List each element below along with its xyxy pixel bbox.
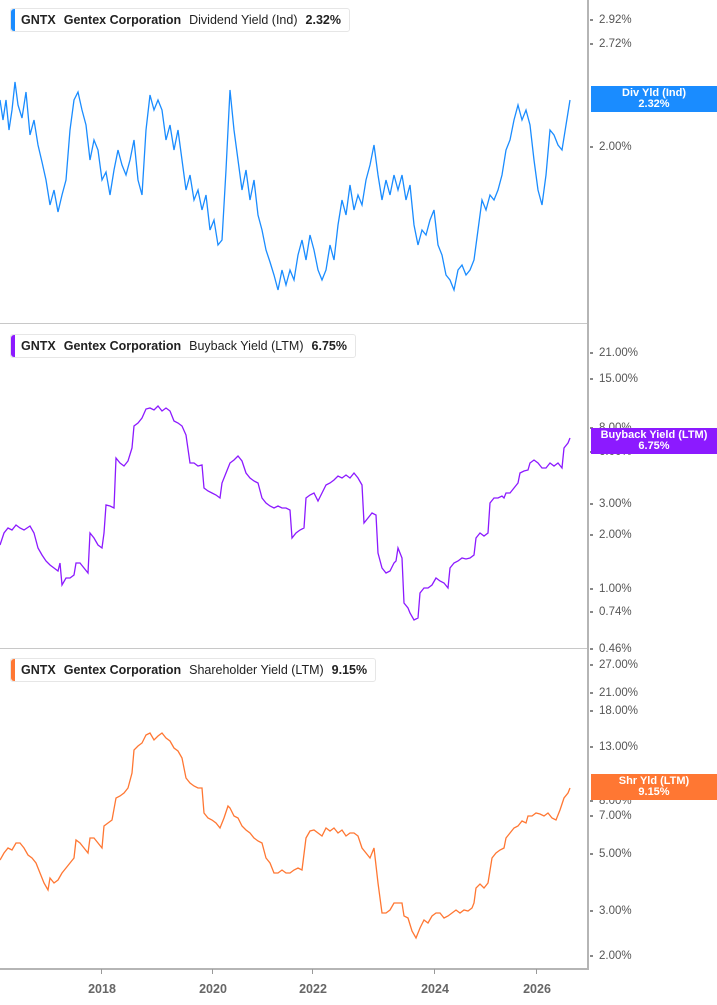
shareholder-yield-line (0, 732, 571, 940)
legend-metric: Buyback Yield (LTM) (189, 339, 304, 353)
y-tick: 2.00% (589, 528, 632, 542)
legend-company: Gentex Corporation (63, 13, 182, 27)
legend-company: Gentex Corporation (63, 663, 182, 677)
legend-dividend-yield: GNTX Gentex Corporation Dividend Yield (… (10, 8, 350, 32)
legend-ticker: GNTX (21, 339, 56, 353)
y-tick: 2.72% (589, 37, 632, 51)
legend-value: 9.15% (331, 663, 368, 677)
series-color-swatch (11, 335, 15, 357)
current-value-flag-dividend: Div Yld (Ind) 2.32% (591, 86, 717, 112)
y-tick: 2.00% (589, 140, 632, 154)
legend-shareholder-yield: GNTX Gentex Corporation Shareholder Yiel… (10, 658, 377, 682)
series-color-swatch (11, 9, 15, 31)
flag-label: Buyback Yield (LTM) (600, 429, 708, 441)
legend-buyback-yield: GNTX Gentex Corporation Buyback Yield (L… (10, 334, 356, 358)
y-tick: 2.92% (589, 13, 632, 27)
dividend-yield-line (0, 81, 571, 293)
flag-label: Shr Yld (LTM) (618, 775, 690, 787)
y-tick: 3.00% (589, 497, 632, 511)
legend-company: Gentex Corporation (63, 339, 182, 353)
panel-separator (0, 648, 587, 649)
flag-value: 2.32% (638, 98, 670, 110)
current-value-flag-buyback: Buyback Yield (LTM) 6.75% (591, 428, 717, 454)
y-tick: 7.00% (589, 809, 632, 823)
current-value-flag-shareholder: Shr Yld (LTM) 9.15% (591, 774, 717, 800)
y-tick: 1.00% (589, 582, 632, 596)
panel-separator (0, 323, 587, 324)
flag-value: 6.75% (638, 440, 670, 452)
x-tick: 2018 (77, 969, 127, 996)
y-tick: 15.00% (589, 372, 638, 386)
legend-ticker: GNTX (21, 13, 56, 27)
x-tick: 2024 (410, 969, 460, 996)
x-tick: 2022 (288, 969, 338, 996)
y-tick: 13.00% (589, 740, 638, 754)
y-tick: 5.00% (589, 847, 632, 861)
x-tick: 2026 (512, 969, 562, 996)
buyback-yield-line (0, 405, 571, 621)
y-tick: 21.00% (589, 346, 638, 360)
legend-metric: Shareholder Yield (LTM) (189, 663, 324, 677)
y-tick: 21.00% (589, 686, 638, 700)
legend-value: 2.32% (305, 13, 341, 27)
x-tick: 2020 (188, 969, 238, 996)
series-color-swatch (11, 659, 15, 681)
y-tick: 0.74% (589, 605, 632, 619)
chart-frame (0, 0, 589, 970)
y-tick: 27.00% (589, 658, 638, 672)
legend-metric: Dividend Yield (Ind) (189, 13, 298, 27)
y-tick: 18.00% (589, 704, 638, 718)
flag-label: Div Yld (Ind) (622, 87, 686, 99)
flag-value: 9.15% (638, 786, 670, 798)
legend-ticker: GNTX (21, 663, 56, 677)
y-tick: 2.00% (589, 949, 632, 963)
y-tick: 0.46% (589, 642, 632, 656)
y-tick: 3.00% (589, 904, 632, 918)
legend-value: 6.75% (311, 339, 347, 353)
